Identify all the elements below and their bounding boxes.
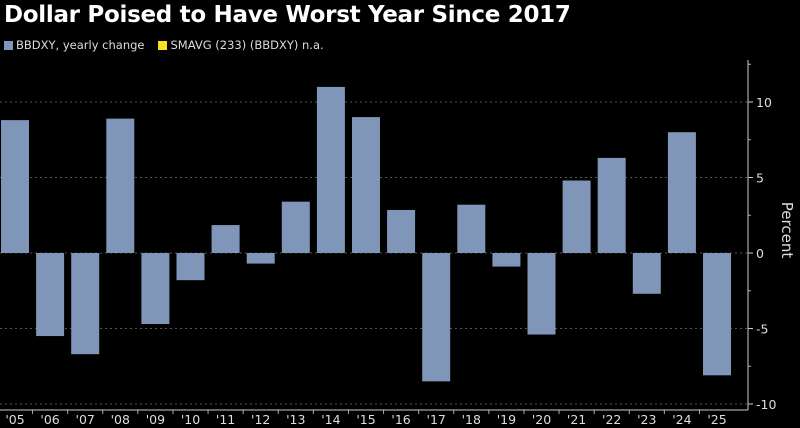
x-tick-label: '24 xyxy=(672,412,691,427)
bar-21 xyxy=(562,180,591,253)
bar-07 xyxy=(71,253,100,355)
bar-18 xyxy=(457,204,486,253)
bar-09 xyxy=(141,253,170,324)
y-tick-label: 0 xyxy=(756,246,764,261)
x-tick-label: '05 xyxy=(5,412,24,427)
x-tick-label: '13 xyxy=(286,412,305,427)
x-tick-label: '10 xyxy=(181,412,200,427)
x-tick-label: '11 xyxy=(216,412,235,427)
bar-13 xyxy=(281,201,310,253)
y-axis-label: Percent xyxy=(778,202,796,259)
bar-12 xyxy=(246,253,275,264)
x-tick-label: '23 xyxy=(637,412,656,427)
bar-15 xyxy=(352,117,380,253)
bar-11 xyxy=(211,225,240,253)
bar-25 xyxy=(703,253,731,376)
bar-14 xyxy=(316,86,345,254)
x-tick-label: '21 xyxy=(567,412,586,427)
x-tick-label: '22 xyxy=(602,412,621,427)
x-tick-label: '18 xyxy=(462,412,481,427)
bar-05 xyxy=(1,120,29,254)
x-tick-label: '15 xyxy=(356,412,375,427)
legend-swatch-smavg xyxy=(158,41,168,50)
legend-item-bbdxy: BBDXY, yearly change xyxy=(4,38,144,52)
x-tick-label: '25 xyxy=(707,412,726,427)
legend-swatch-bbdxy xyxy=(4,41,13,50)
y-tick-label: 10 xyxy=(756,95,772,110)
bar-08 xyxy=(106,118,135,253)
x-tick-label: '06 xyxy=(40,412,59,427)
bar-19 xyxy=(492,253,521,267)
legend-item-smavg: SMAVG (233) (BBDXY) n.a. xyxy=(158,38,324,52)
bar-24 xyxy=(667,132,696,253)
x-tick-label: '17 xyxy=(427,412,446,427)
legend-label-smavg: SMAVG (233) (BBDXY) n.a. xyxy=(170,38,324,52)
bar-20 xyxy=(527,253,556,335)
bar-23 xyxy=(632,253,661,294)
x-tick-label: '12 xyxy=(251,412,270,427)
y-tick-label: -10 xyxy=(756,397,776,412)
bar-06 xyxy=(36,253,65,337)
x-tick-label: '09 xyxy=(146,412,165,427)
y-tick-label: 5 xyxy=(756,171,764,186)
bar-22 xyxy=(597,157,626,253)
x-tick-label: '20 xyxy=(532,412,551,427)
x-tick-label: '07 xyxy=(76,412,95,427)
legend: BBDXY, yearly change SMAVG (233) (BBDXY)… xyxy=(4,38,324,52)
bar-17 xyxy=(422,253,451,382)
x-tick-label: '16 xyxy=(391,412,410,427)
chart-title: Dollar Poised to Have Worst Year Since 2… xyxy=(4,2,571,28)
y-tick-label: -5 xyxy=(756,322,768,337)
bar-16 xyxy=(387,209,416,253)
x-tick-label: '08 xyxy=(111,412,130,427)
legend-label-bbdxy: BBDXY, yearly change xyxy=(16,38,145,52)
x-tick-label: '19 xyxy=(497,412,516,427)
x-tick-label: '14 xyxy=(321,412,340,427)
bar-10 xyxy=(176,253,205,281)
